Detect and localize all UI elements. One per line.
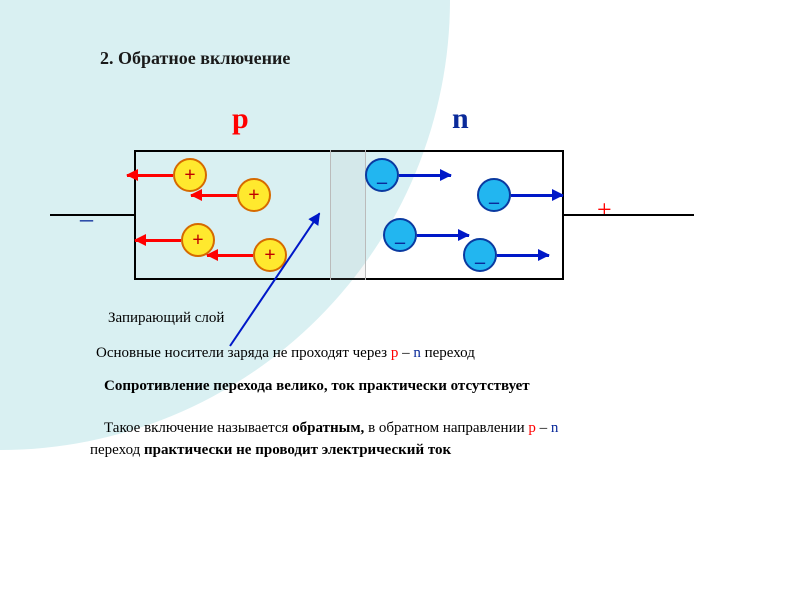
electron-arrow [511,194,563,197]
electron-carrier: _ [383,218,417,252]
terminal-positive: + [597,195,612,225]
electron-carrier: _ [463,238,497,272]
hole-arrow [127,174,173,177]
caption-reverse-1: Такое включение называется обратным, в о… [104,420,558,437]
wire-right [564,214,694,216]
hole-arrow [191,194,237,197]
slide-heading: 2. Обратное включение [100,48,290,69]
caption-high-resistance: Сопротивление перехода велико, ток практ… [104,378,530,395]
electron-carrier: _ [477,178,511,212]
label-p-region: p [232,102,249,136]
caption-reverse-2: переход практически не проводит электрич… [90,442,451,459]
electron-arrow [497,254,549,257]
hole-carrier: + [237,178,271,212]
electron-arrow [417,234,469,237]
caption-depletion-label: Запирающий слой [108,310,224,327]
label-n-region: n [452,102,469,136]
electron-arrow [399,174,451,177]
depletion-layer [330,150,366,280]
hole-carrier: + [173,158,207,192]
electron-carrier: _ [365,158,399,192]
wire-left [50,214,134,216]
hole-arrow [135,239,181,242]
terminal-negative: _ [80,195,93,225]
hole-arrow [207,254,253,257]
caption-carriers-blocked: Основные носители заряда не проходят чер… [96,345,475,362]
